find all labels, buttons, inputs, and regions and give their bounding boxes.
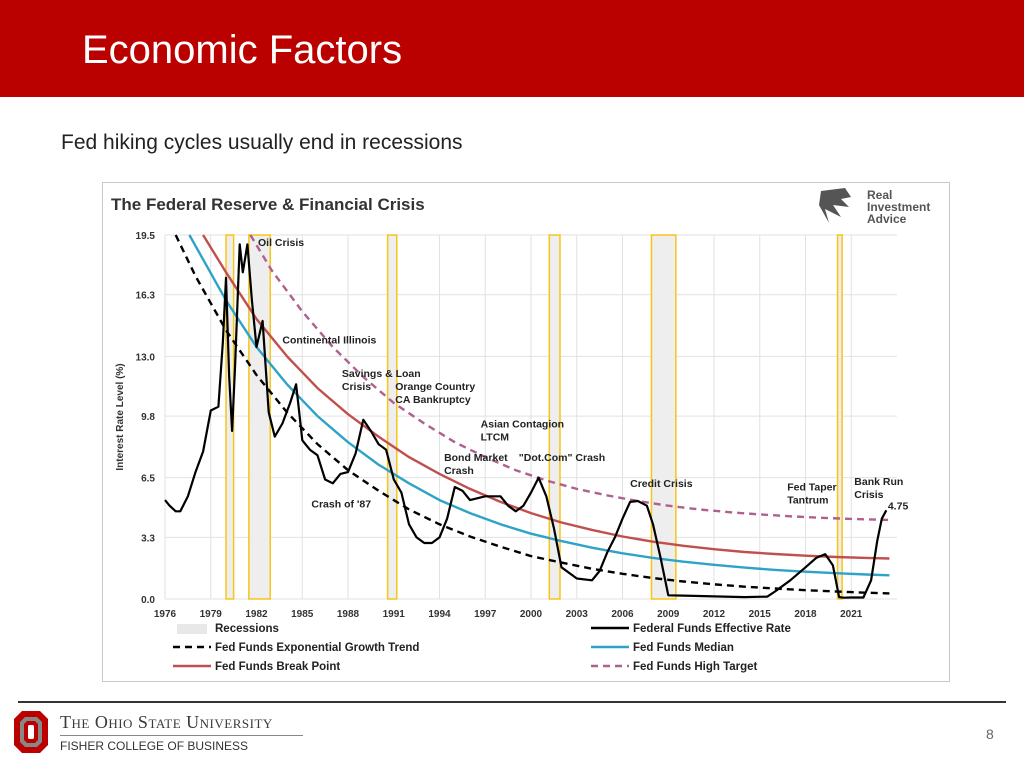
x-tick-label: 2003 xyxy=(566,609,589,620)
x-tick-label: 1976 xyxy=(154,609,177,620)
chart-annotation: Crisis xyxy=(854,489,883,501)
legend-label: Federal Funds Effective Rate xyxy=(633,623,791,635)
chart-annotation: Credit Crisis xyxy=(630,478,693,490)
x-tick-label: 1982 xyxy=(245,609,268,620)
chart-annotation: Bond Market xyxy=(444,452,508,464)
x-tick-label: 1994 xyxy=(428,609,451,620)
legend-swatch-recession xyxy=(177,624,207,634)
university-name: The Ohio State University xyxy=(60,712,273,732)
recession-band xyxy=(386,234,398,600)
osu-block-o-logo-icon xyxy=(14,711,48,753)
y-tick-label: 0.0 xyxy=(141,595,155,606)
chart-annotation: CA Bankruptcy xyxy=(395,394,471,406)
x-tick-label: 2009 xyxy=(657,609,680,620)
chart-title: The Federal Reserve & Financial Crisis xyxy=(111,195,425,214)
chart-annotation: Fed Taper xyxy=(787,482,836,494)
x-tick-label: 1988 xyxy=(337,609,360,620)
x-tick-label: 2000 xyxy=(520,609,543,620)
chart-annotation: Tantrum xyxy=(787,495,828,507)
legend-label: Fed Funds High Target xyxy=(633,661,758,673)
x-tick-label: 2012 xyxy=(703,609,726,620)
chart-annotation: Oil Crisis xyxy=(258,237,304,249)
footer-name-rule xyxy=(60,735,303,736)
series-line xyxy=(188,234,890,577)
college-name: FISHER COLLEGE OF BUSINESS xyxy=(60,739,249,753)
x-tick-label: 2021 xyxy=(840,609,863,620)
chart-annotation: 4.75 xyxy=(888,500,909,512)
x-tick-label: 1985 xyxy=(291,609,314,620)
x-tick-label: 2006 xyxy=(611,609,634,620)
x-tick-label: 1991 xyxy=(383,609,406,620)
chart-annotation: Asian Contagion xyxy=(481,418,564,430)
chart-annotation: Crash of '87 xyxy=(311,499,371,511)
chart-annotation: Bank Run xyxy=(854,476,903,488)
series-line xyxy=(202,234,890,560)
y-tick-label: 16.3 xyxy=(136,291,156,302)
y-tick-label: 13.0 xyxy=(136,352,156,363)
series-line xyxy=(249,234,890,522)
series-line xyxy=(164,243,888,599)
x-tick-label: 1979 xyxy=(200,609,223,620)
y-axis-label: Interest Rate Level (%) xyxy=(115,363,126,470)
brand-text-line: Investment xyxy=(867,200,930,214)
legend-label: Fed Funds Break Point xyxy=(215,661,340,673)
brand-eagle-icon xyxy=(819,188,851,223)
legend-label: Fed Funds Exponential Growth Trend xyxy=(215,642,419,654)
chart-annotation: "Dot.Com" Crash xyxy=(519,452,605,464)
chart-annotation: Crisis xyxy=(342,381,371,393)
footer-divider xyxy=(18,701,1006,703)
brand-text-line: Advice xyxy=(867,212,907,226)
y-tick-label: 9.8 xyxy=(141,412,155,423)
x-tick-label: 2018 xyxy=(794,609,817,620)
brand-text-line: Real xyxy=(867,188,892,202)
x-tick-label: 1997 xyxy=(474,609,497,620)
chart-annotation: Savings & Loan xyxy=(342,368,421,380)
title-banner: Economic Factors xyxy=(0,0,1024,97)
fed-crisis-chart: The Federal Reserve & Financial Crisis Re… xyxy=(111,188,930,673)
y-tick-label: 6.5 xyxy=(141,474,155,485)
legend-label: Fed Funds Median xyxy=(633,642,734,654)
chart-annotation: Continental Illinois xyxy=(282,334,376,346)
page-number: 8 xyxy=(986,726,994,742)
x-tick-label: 2015 xyxy=(749,609,772,620)
chart-annotation: Crash xyxy=(444,465,474,477)
chart-annotation: LTCM xyxy=(481,431,510,443)
y-tick-label: 3.3 xyxy=(141,533,155,544)
slide-title: Economic Factors xyxy=(82,28,403,72)
recession-band xyxy=(548,234,561,600)
y-tick-label: 19.5 xyxy=(136,231,156,242)
legend-label: Recessions xyxy=(215,623,279,635)
recession-band xyxy=(836,234,843,600)
slide-subtitle: Fed hiking cycles usually end in recessi… xyxy=(61,131,463,154)
chart-frame: The Federal Reserve & Financial Crisis Re… xyxy=(102,182,950,682)
chart-annotation: Orange Country xyxy=(395,381,475,393)
